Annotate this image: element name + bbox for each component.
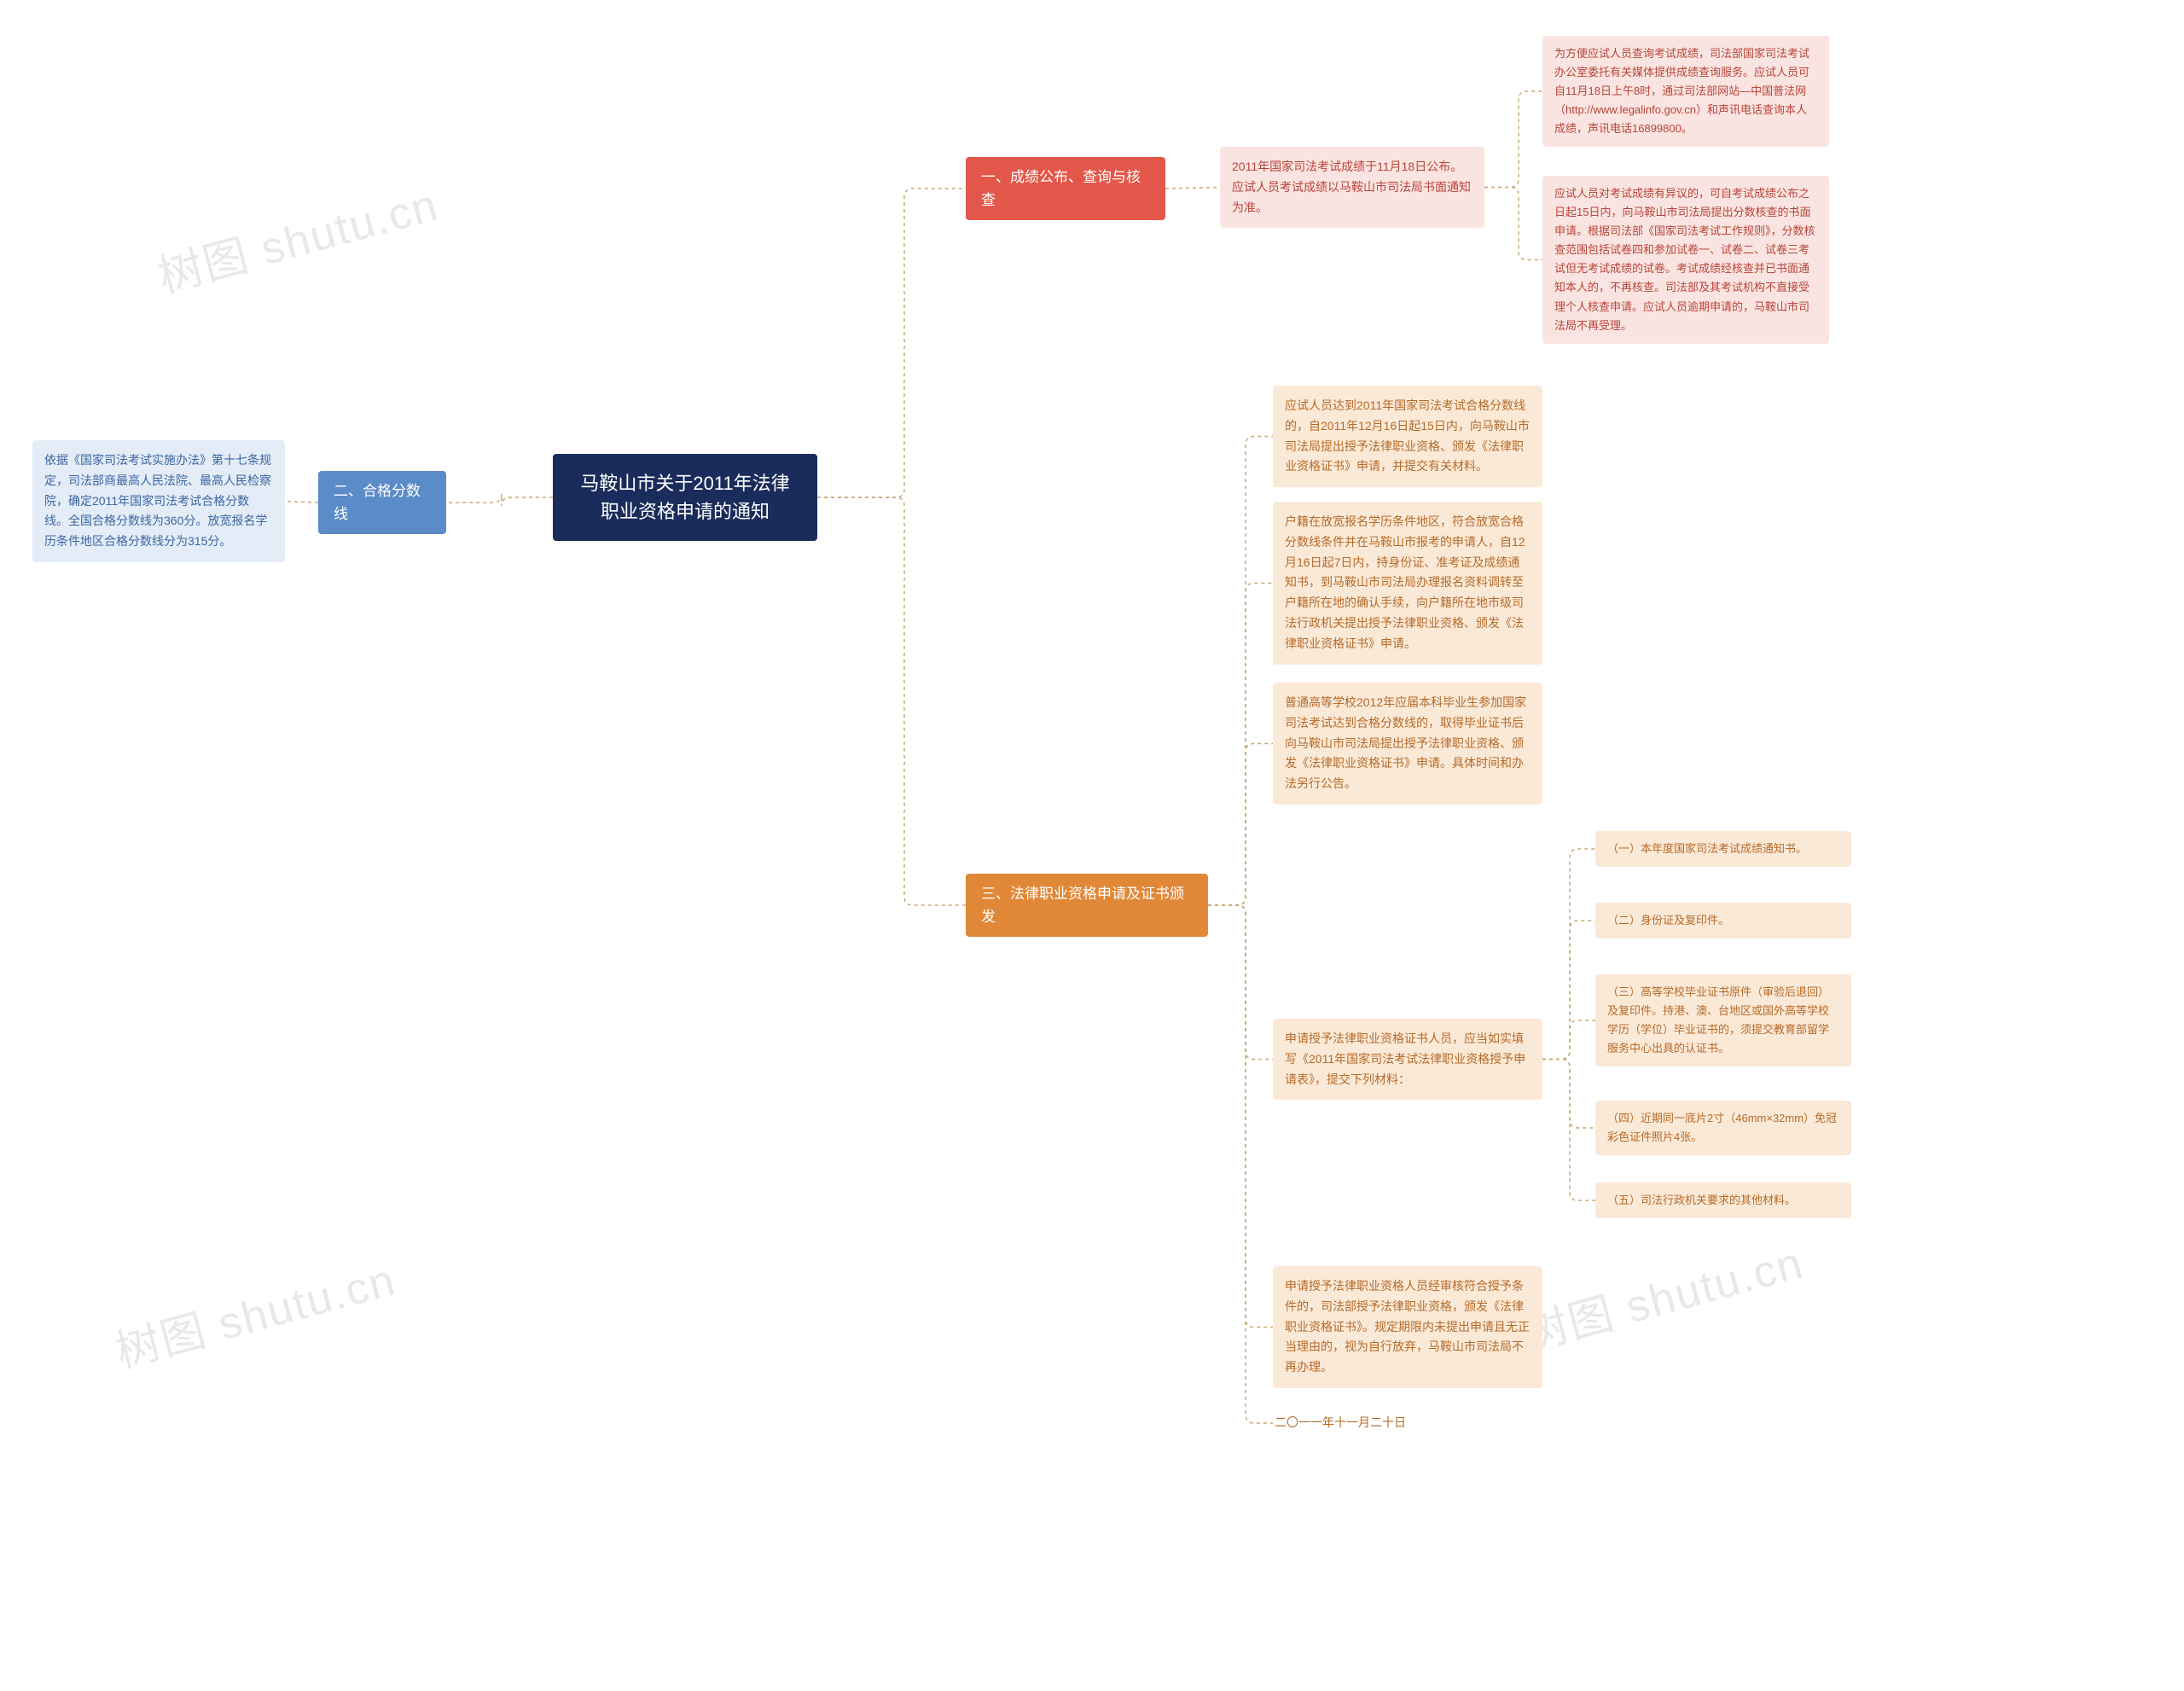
content-3d3: （三）高等学校毕业证书原件（审验后退回）及复印件。持港、澳、台地区或国外高等学校… (1595, 974, 1851, 1066)
content-3e: 申请授予法律职业资格人员经审核符合授予条件的，司法部授予法律职业资格，颁发《法律… (1273, 1266, 1542, 1388)
content-3c: 普通高等学校2012年应届本科毕业生参加国家司法考试达到合格分数线的，取得毕业证… (1273, 683, 1542, 805)
content-2a: 依据《国家司法考试实施办法》第十七条规定，司法部商最高人民法院、最高人民检察院，… (32, 440, 285, 562)
section-2-passing-score: 二、合格分数线 (318, 471, 446, 534)
content-1a: 2011年国家司法考试成绩于11月18日公布。应试人员考试成绩以马鞍山市司法局书… (1220, 147, 1484, 228)
content-3b: 户籍在放宽报名学历条件地区，符合放宽合格分数线条件并在马鞍山市报考的申请人，自1… (1273, 502, 1542, 665)
content-3d1: （一）本年度国家司法考试成绩通知书。 (1595, 831, 1851, 867)
content-1a1: 为方便应试人员查询考试成绩，司法部国家司法考试办公室委托有关媒体提供成绩查询服务… (1542, 36, 1829, 147)
section-1-results: 一、成绩公布、查询与核查 (966, 157, 1165, 220)
section-3-qualification: 三、法律职业资格申请及证书颁发 (966, 874, 1208, 937)
connector-layer (0, 0, 2184, 1691)
content-3d5: （五）司法行政机关要求的其他材料。 (1595, 1183, 1851, 1218)
content-1a2: 应试人员对考试成绩有异议的，可自考试成绩公布之日起15日内，向马鞍山市司法局提出… (1542, 176, 1829, 344)
content-3d2: （二）身份证及复印件。 (1595, 903, 1851, 938)
content-3d: 申请授予法律职业资格证书人员，应当如实填写《2011年国家司法考试法律职业资格授… (1273, 1019, 1542, 1100)
content-3d4: （四）近期同一底片2寸（46mm×32mm）免冠彩色证件照片4张。 (1595, 1101, 1851, 1155)
center-node: 马鞍山市关于2011年法律 职业资格申请的通知 (553, 454, 817, 541)
content-3f-date: 二〇一一年十一月二十日 (1273, 1409, 1443, 1437)
content-3a: 应试人员达到2011年国家司法考试合格分数线的，自2011年12月16日起15日… (1273, 386, 1542, 487)
